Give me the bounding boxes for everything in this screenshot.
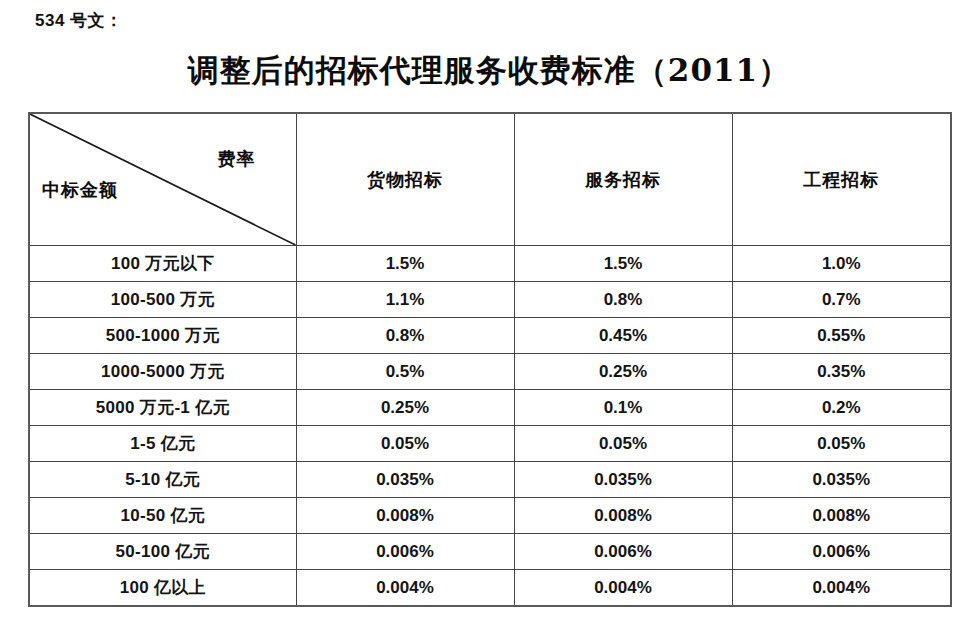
value-cell: 1.0% [732,246,951,282]
table-row: 5-10 亿元 0.035% 0.035% 0.035% [29,462,951,498]
value-cell: 0.004% [514,570,732,607]
table-row: 100 万元以下 1.5% 1.5% 1.0% [29,246,951,282]
value-cell: 0.035% [732,462,951,498]
row-label-cell: 100 亿以上 [29,570,296,607]
value-cell: 0.006% [514,534,732,570]
row-label-cell: 1000-5000 万元 [29,354,296,390]
doc-ref-label: 534 号文： [35,9,123,32]
value-cell: 0.035% [514,462,732,498]
value-cell: 0.004% [732,570,951,607]
value-cell: 0.2% [732,390,951,426]
table-row: 1000-5000 万元 0.5% 0.25% 0.35% [29,354,951,390]
value-cell: 0.05% [514,426,732,462]
value-cell: 0.8% [514,282,732,318]
table-row: 100 亿以上 0.004% 0.004% 0.004% [29,570,951,607]
table-row: 1-5 亿元 0.05% 0.05% 0.05% [29,426,951,462]
table-row: 5000 万元-1 亿元 0.25% 0.1% 0.2% [29,390,951,426]
row-label-cell: 100 万元以下 [29,246,296,282]
value-cell: 0.8% [296,318,514,354]
column-header-engineering: 工程招标 [732,113,951,246]
table-row: 100-500 万元 1.1% 0.8% 0.7% [29,282,951,318]
row-label-cell: 10-50 亿元 [29,498,296,534]
row-label-cell: 500-1000 万元 [29,318,296,354]
page-title: 调整后的招标代理服务收费标准（2011） [28,50,950,92]
table-header-row: 费率 中标金额 货物招标 服务招标 工程招标 [29,113,951,246]
value-cell: 1.5% [514,246,732,282]
value-cell: 0.006% [732,534,951,570]
value-cell: 0.1% [514,390,732,426]
table-corner-cell: 费率 中标金额 [29,113,296,246]
value-cell: 0.55% [732,318,951,354]
row-label-cell: 1-5 亿元 [29,426,296,462]
value-cell: 0.004% [296,570,514,607]
row-label-cell: 5-10 亿元 [29,462,296,498]
value-cell: 0.25% [514,354,732,390]
value-cell: 0.008% [732,498,951,534]
value-cell: 0.008% [296,498,514,534]
document-page: 534 号文： 调整后的招标代理服务收费标准（2011） 费率 中标金额 货物招… [0,0,979,629]
value-cell: 0.7% [732,282,951,318]
value-cell: 0.006% [296,534,514,570]
row-label-cell: 5000 万元-1 亿元 [29,390,296,426]
table-row: 10-50 亿元 0.008% 0.008% 0.008% [29,498,951,534]
value-cell: 1.5% [296,246,514,282]
column-header-services: 服务招标 [514,113,732,246]
value-cell: 1.1% [296,282,514,318]
table-row: 50-100 亿元 0.006% 0.006% 0.006% [29,534,951,570]
table-row: 500-1000 万元 0.8% 0.45% 0.55% [29,318,951,354]
value-cell: 0.035% [296,462,514,498]
value-cell: 0.25% [296,390,514,426]
value-cell: 0.45% [514,318,732,354]
value-cell: 0.05% [296,426,514,462]
value-cell: 0.008% [514,498,732,534]
value-cell: 0.05% [732,426,951,462]
column-header-goods: 货物招标 [296,113,514,246]
value-cell: 0.35% [732,354,951,390]
value-cell: 0.5% [296,354,514,390]
corner-label-rate: 费率 [218,147,256,171]
corner-label-bid-amount: 中标金额 [42,178,118,202]
fee-table: 费率 中标金额 货物招标 服务招标 工程招标 100 万元以下 1.5% 1.5… [28,112,952,607]
row-label-cell: 50-100 亿元 [29,534,296,570]
row-label-cell: 100-500 万元 [29,282,296,318]
